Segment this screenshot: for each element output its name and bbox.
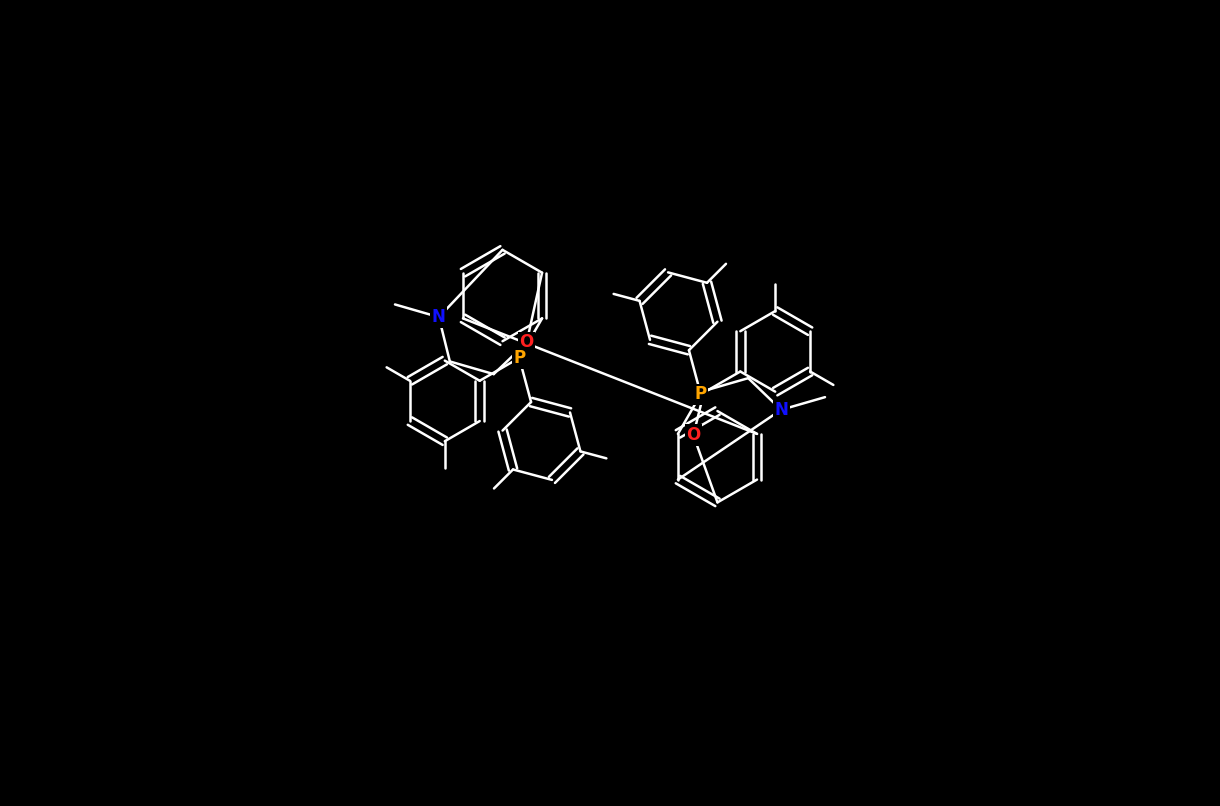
Text: O: O <box>520 334 534 351</box>
Text: P: P <box>514 349 526 367</box>
Text: N: N <box>775 401 788 419</box>
Text: N: N <box>432 308 445 326</box>
Text: P: P <box>694 385 706 403</box>
Text: O: O <box>686 426 700 444</box>
